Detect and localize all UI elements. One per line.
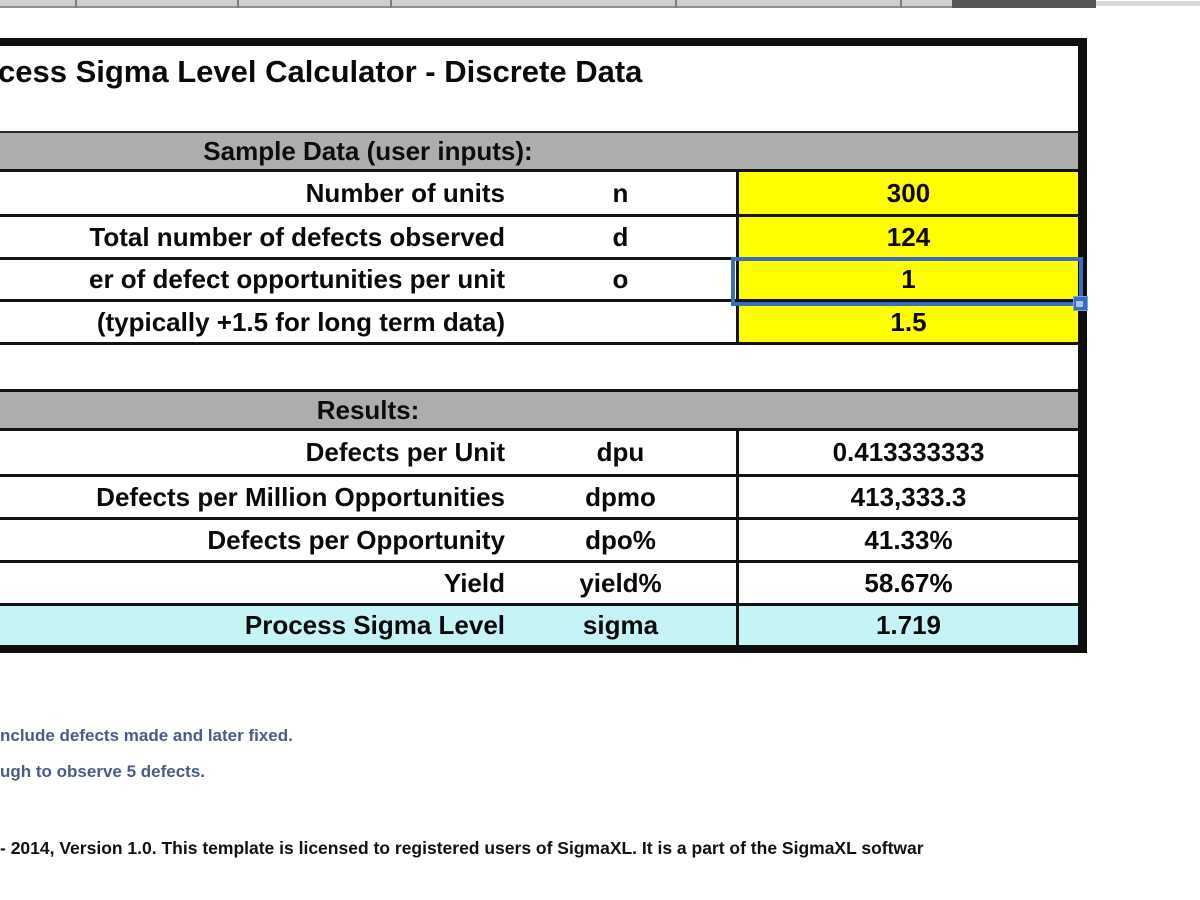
- sigma-calculator-table: cess Sigma Level Calculator - Discrete D…: [0, 38, 1087, 653]
- note-line-2: ugh to observe 5 defects.: [0, 762, 205, 781]
- row-symbol: o: [612, 264, 629, 294]
- input-cell-o-selected[interactable]: 1: [736, 260, 1078, 299]
- row-label: Defects per Unit: [305, 437, 505, 467]
- row-symbol: dpmo: [585, 481, 656, 512]
- table-row-process-sigma-level: Process Sigma Level sigma 1.719: [0, 606, 1078, 645]
- column-divider: [675, 0, 677, 8]
- row-label: Process Sigma Level: [244, 610, 505, 640]
- license-text: - 2014, Version 1.0. This template is li…: [0, 838, 924, 858]
- result-cell-dpo[interactable]: 41.33%: [736, 520, 1078, 560]
- row-label: Defects per Opportunity: [207, 524, 505, 555]
- result-cell-dpmo[interactable]: 413,333.3: [736, 477, 1078, 517]
- row-symbol: sigma: [582, 610, 659, 640]
- table-row-dpu: Defects per Unit dpu 0.413333333: [0, 431, 1078, 477]
- input-cell-d[interactable]: 124: [736, 217, 1078, 257]
- result-cell-yield[interactable]: 58.67%: [736, 563, 1078, 603]
- input-cell-n[interactable]: 300: [736, 172, 1078, 214]
- spacer-row: [0, 345, 1078, 392]
- row-label: Defects per Million Opportunities: [96, 481, 505, 512]
- column-divider: [900, 0, 902, 8]
- row-label: (typically +1.5 for long term data): [96, 306, 505, 337]
- row-symbol: dpu: [596, 437, 645, 467]
- row-symbol: d: [612, 221, 629, 252]
- results-header-row: Results:: [0, 392, 1078, 431]
- row-label: Number of units: [305, 177, 505, 208]
- top-chrome-strip: [0, 0, 1200, 8]
- note-line-1: nclude defects made and later fixed.: [0, 726, 293, 745]
- table-row-yield: Yield yield% 58.67%: [0, 563, 1078, 606]
- toolbar-remnant-dark: [952, 0, 1096, 8]
- row-symbol: yield%: [579, 567, 662, 598]
- result-cell-dpu[interactable]: 0.413333333: [736, 431, 1078, 474]
- column-divider: [390, 0, 392, 8]
- row-label: Total number of defects observed: [89, 221, 505, 252]
- row-symbol: dpo%: [585, 524, 656, 555]
- table-row-dpmo: Defects per Million Opportunities dpmo 4…: [0, 477, 1078, 520]
- column-header-strip: [0, 0, 952, 8]
- table-row-opportunities-per-unit: er of defect opportunities per unit o 1: [0, 260, 1078, 302]
- results-header: Results:: [316, 394, 420, 425]
- result-cell-sigma[interactable]: 1.719: [736, 606, 1078, 645]
- input-cell-shift[interactable]: 1.5: [736, 302, 1078, 342]
- column-divider: [237, 0, 239, 8]
- page-title: cess Sigma Level Calculator - Discrete D…: [0, 54, 643, 89]
- row-label: er of defect opportunities per unit: [88, 264, 505, 294]
- table-row-sigma-shift: (typically +1.5 for long term data) 1.5: [0, 302, 1078, 345]
- row-symbol: n: [612, 177, 629, 208]
- table-row-total-defects: Total number of defects observed d 124: [0, 217, 1078, 260]
- table-row-dpo: Defects per Opportunity dpo% 41.33%: [0, 520, 1078, 563]
- title-row: cess Sigma Level Calculator - Discrete D…: [0, 46, 1078, 133]
- column-divider: [75, 0, 77, 8]
- sample-data-header: Sample Data (user inputs):: [203, 135, 533, 166]
- toolbar-remnant-light: [1096, 1, 1200, 6]
- sample-data-header-row: Sample Data (user inputs):: [0, 133, 1078, 172]
- table-row-number-of-units: Number of units n 300: [0, 172, 1078, 217]
- row-label: Yield: [443, 567, 505, 598]
